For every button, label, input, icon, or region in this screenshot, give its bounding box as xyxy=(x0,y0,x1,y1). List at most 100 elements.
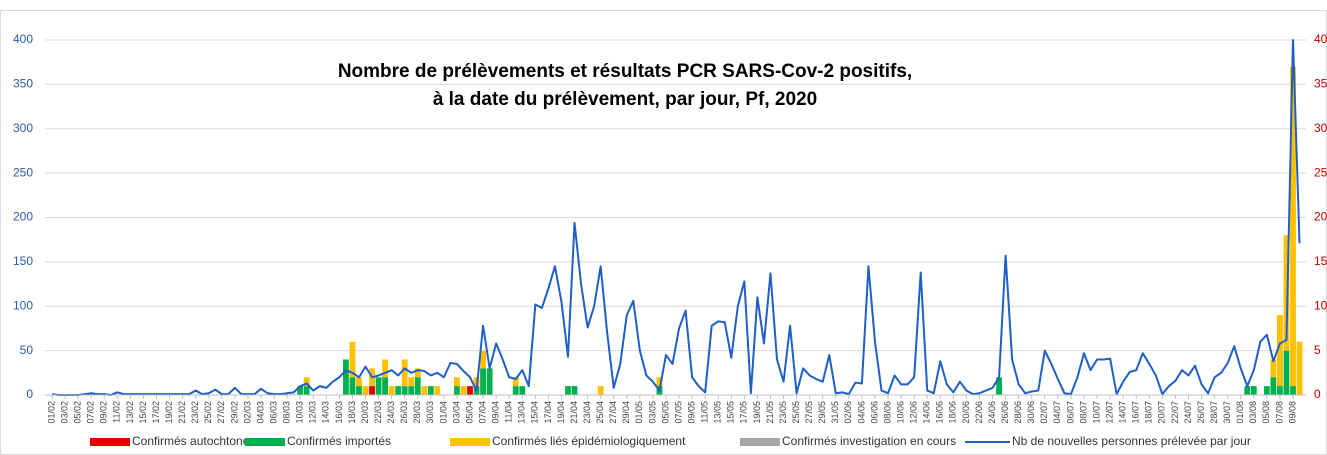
bar xyxy=(480,350,486,369)
x-tick-label: 16/06 xyxy=(935,401,945,424)
y-tick-label: 0 xyxy=(26,387,33,401)
x-tick-label: 30/07 xyxy=(1222,401,1232,424)
bar xyxy=(401,386,408,395)
bar xyxy=(1270,377,1277,395)
bar xyxy=(512,386,519,395)
bar xyxy=(303,386,310,395)
x-tick-label: 28/03 xyxy=(412,401,422,424)
bar xyxy=(395,386,402,395)
x-tick-label: 18/06 xyxy=(948,401,958,424)
y-tick-label: 300 xyxy=(13,121,33,135)
x-tick-label: 14/03 xyxy=(321,401,331,424)
bar xyxy=(408,377,415,387)
bar xyxy=(369,386,375,395)
x-tick-label: 06/07 xyxy=(1065,401,1075,424)
x-tick-label: 26/03 xyxy=(399,401,409,424)
x-tick-label: 17/05 xyxy=(739,401,749,424)
x-tick-label: 03/05 xyxy=(647,401,657,424)
bar xyxy=(1277,386,1283,395)
x-tick-label: 24/06 xyxy=(987,401,997,424)
x-tick-label: 07/04 xyxy=(477,401,487,424)
legend-swatch xyxy=(245,438,285,446)
x-tick-label: 05/02 xyxy=(73,401,83,424)
x-tick-label: 15/04 xyxy=(530,401,540,424)
legend-label: Confirmés liés épidémiologiquement xyxy=(492,434,686,448)
x-tick-label: 31/05 xyxy=(830,401,840,424)
x-tick-label: 26/06 xyxy=(1000,401,1010,424)
y-tick-label: 50 xyxy=(20,343,34,357)
x-tick-label: 17/04 xyxy=(543,401,553,424)
x-tick-label: 01/05 xyxy=(634,401,644,424)
x-tick-label: 06/06 xyxy=(869,401,879,424)
bar xyxy=(1290,386,1296,395)
x-tick-label: 23/05 xyxy=(778,401,788,424)
y2-tick-label: 25 xyxy=(1314,165,1327,179)
x-tick-label: 12/07 xyxy=(1104,401,1114,424)
x-tick-label: 05/08 xyxy=(1261,401,1271,424)
chart-title: Nombre de prélèvements et résultats PCR … xyxy=(338,61,912,82)
bar xyxy=(382,359,389,378)
x-tick-label: 20/03 xyxy=(360,401,370,424)
y-tick-label: 400 xyxy=(13,32,33,46)
y-tick-label: 250 xyxy=(13,165,33,179)
bar xyxy=(480,368,486,395)
bar xyxy=(1263,386,1270,395)
y2-tick-label: 15 xyxy=(1314,254,1327,268)
y-tick-label: 200 xyxy=(13,210,33,224)
x-tick-label: 09/05 xyxy=(686,401,696,424)
x-tick-label: 06/03 xyxy=(268,401,278,424)
x-tick-label: 07/02 xyxy=(86,401,96,424)
bar xyxy=(414,377,421,395)
bar xyxy=(408,386,415,395)
x-tick-label: 11/04 xyxy=(504,401,514,423)
x-tick-label: 18/03 xyxy=(347,401,357,424)
bar xyxy=(1244,386,1251,395)
bar xyxy=(996,377,1002,395)
bar xyxy=(356,386,362,395)
legend-swatch xyxy=(450,438,490,446)
x-tick-label: 28/06 xyxy=(1013,401,1023,424)
x-tick-label: 21/04 xyxy=(569,401,579,424)
x-tick-label: 18/07 xyxy=(1144,401,1154,424)
x-tick-label: 13/02 xyxy=(125,401,135,424)
bar xyxy=(421,386,428,395)
chart-title: à la date du prélèvement, par jour, Pf, … xyxy=(433,89,817,110)
legend-label: Confirmés investigation en cours xyxy=(782,434,956,448)
legend-swatch xyxy=(90,438,130,446)
bar xyxy=(565,386,571,395)
x-tick-label: 30/06 xyxy=(1026,401,1036,424)
y-tick-label: 350 xyxy=(13,77,33,91)
x-tick-label: 03/08 xyxy=(1248,401,1258,424)
x-tick-label: 02/03 xyxy=(242,401,252,424)
y2-tick-label: 40 xyxy=(1314,32,1327,46)
bar xyxy=(1283,235,1290,351)
bar xyxy=(427,386,434,395)
x-tick-label: 19/04 xyxy=(556,401,566,424)
x-tick-label: 25/04 xyxy=(595,401,605,424)
bar xyxy=(460,386,467,395)
bar xyxy=(454,377,460,387)
bar xyxy=(414,368,421,378)
x-tick-label: 14/07 xyxy=(1118,401,1128,424)
x-tick-label: 02/07 xyxy=(1039,401,1049,424)
x-tick-label: 07/08 xyxy=(1274,401,1284,424)
y-tick-label: 100 xyxy=(13,298,33,312)
bar xyxy=(597,386,604,395)
x-tick-label: 22/07 xyxy=(1170,401,1180,424)
x-tick-label: 23/02 xyxy=(190,401,200,424)
x-tick-label: 30/03 xyxy=(425,401,435,424)
x-tick-label: 21/02 xyxy=(177,401,187,424)
x-tick-label: 24/07 xyxy=(1183,401,1193,424)
bar xyxy=(1277,315,1283,387)
x-tick-label: 15/05 xyxy=(726,401,736,424)
x-tick-label: 09/02 xyxy=(99,401,109,424)
x-tick-label: 13/04 xyxy=(517,401,527,424)
x-tick-label: 25/05 xyxy=(791,401,801,424)
x-tick-label: 08/03 xyxy=(282,401,292,424)
x-tick-label: 22/06 xyxy=(974,401,984,424)
x-tick-label: 19/05 xyxy=(752,401,762,424)
x-tick-label: 25/02 xyxy=(203,401,213,424)
x-tick-label: 03/04 xyxy=(451,401,461,424)
x-tick-label: 03/02 xyxy=(59,401,69,424)
x-tick-label: 22/03 xyxy=(373,401,383,424)
